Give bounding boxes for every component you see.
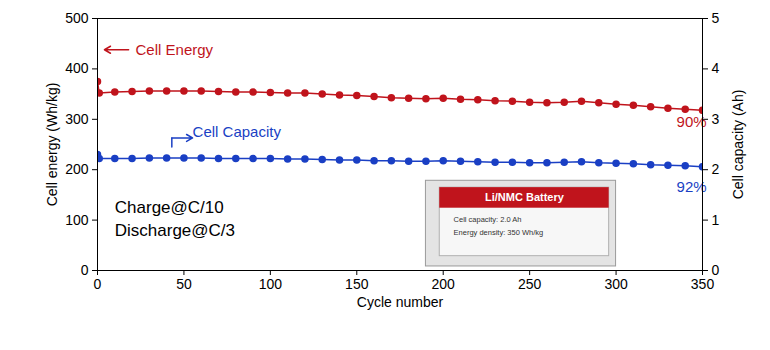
svg-text:100: 100	[65, 212, 89, 228]
svg-text:Discharge@C/3: Discharge@C/3	[115, 221, 235, 240]
svg-text:1: 1	[712, 212, 720, 228]
svg-text:Cell energy (Wh/kg): Cell energy (Wh/kg)	[44, 83, 60, 207]
svg-text:Cell capacity: 2.0 Ah: Cell capacity: 2.0 Ah	[454, 215, 522, 224]
svg-text:4: 4	[712, 60, 720, 76]
svg-text:350: 350	[691, 276, 715, 292]
svg-text:Energy density: 350 Wh/kg: Energy density: 350 Wh/kg	[454, 228, 544, 237]
svg-text:0: 0	[94, 276, 102, 292]
svg-text:Li/NMC Battery: Li/NMC Battery	[485, 191, 565, 203]
svg-text:Cell capacity (Ah): Cell capacity (Ah)	[730, 90, 746, 200]
svg-text:150: 150	[345, 276, 369, 292]
svg-text:3: 3	[712, 111, 720, 127]
svg-text:0: 0	[81, 262, 89, 278]
svg-text:92%: 92%	[676, 178, 707, 196]
svg-text:300: 300	[604, 276, 628, 292]
svg-text:500: 500	[65, 10, 89, 26]
svg-text:Cycle number: Cycle number	[357, 294, 444, 310]
svg-text:2: 2	[712, 161, 720, 177]
svg-text:400: 400	[65, 60, 89, 76]
svg-text:0: 0	[712, 262, 720, 278]
svg-text:Cell Energy: Cell Energy	[136, 41, 214, 58]
svg-text:Charge@C/10: Charge@C/10	[115, 198, 224, 217]
svg-text:100: 100	[259, 276, 283, 292]
svg-text:90%: 90%	[676, 112, 707, 130]
svg-text:Cell Capacity: Cell Capacity	[193, 123, 282, 140]
svg-text:200: 200	[65, 161, 89, 177]
svg-text:50: 50	[176, 276, 192, 292]
svg-text:200: 200	[432, 276, 456, 292]
svg-text:250: 250	[518, 276, 542, 292]
svg-text:300: 300	[65, 111, 89, 127]
svg-text:5: 5	[712, 10, 720, 26]
